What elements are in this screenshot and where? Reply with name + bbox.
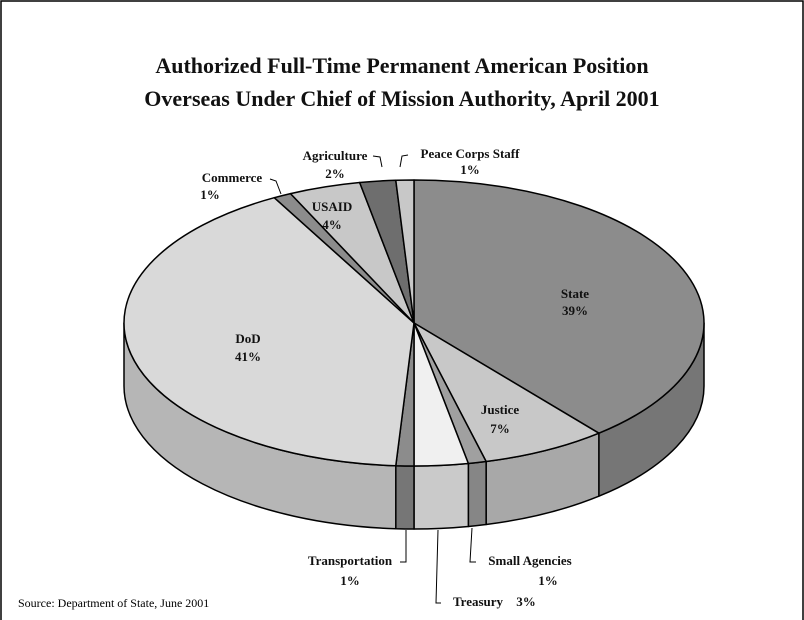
slice-value-label: 1% [200,187,220,202]
pie-side [467,460,487,528]
leader-line [400,530,407,563]
slice-label: Commerce [202,170,263,185]
slice-label: Agriculture [303,148,368,163]
slice-value-label: 41% [235,349,261,364]
pie-slice [123,196,415,467]
slice-label: Justice [481,402,520,417]
slice-value-label: 1% [340,573,360,588]
slice-value-label: 1% [538,573,558,588]
slice-value-label: 3% [516,594,536,609]
leader-line [269,178,282,195]
leader-line [469,527,476,563]
pie-slice [413,322,600,463]
slice-value-label: 39% [562,303,588,318]
slice-value-label: 7% [490,421,510,436]
chart-title: Overseas Under Chief of Mission Authorit… [144,86,659,111]
slice-value-label: 2% [325,166,345,181]
source-note: Source: Department of State, June 2001 [18,596,209,610]
slice-label: DoD [235,331,260,346]
slice-label: Small Agencies [488,553,571,568]
leader-line [372,155,383,168]
slice-value-label: 4% [322,217,342,232]
pie-side [395,464,415,530]
slice-label: Transportation [308,553,393,568]
slice-label: USAID [312,199,352,214]
pie-side [413,462,470,530]
slice-label: State [561,286,589,301]
leader-line [399,154,409,168]
pie-slice [413,179,705,434]
slice-value-label: 1% [460,162,480,177]
slice-label: Treasury [453,594,504,609]
chart-title: Authorized Full-Time Permanent American … [155,53,648,78]
slice-label: Peace Corps Staff [421,146,521,161]
pie-slice [395,179,415,324]
leader-line [435,529,441,604]
